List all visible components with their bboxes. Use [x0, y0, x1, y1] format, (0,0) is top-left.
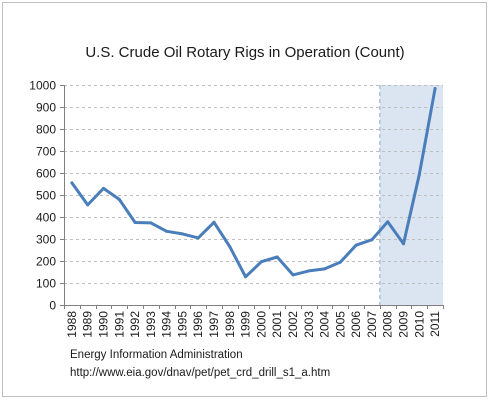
chart-title: U.S. Crude Oil Rotary Rigs in Operation … [85, 44, 404, 61]
x-tick-label-2011: 2011 [428, 311, 442, 337]
x-tick-label-2003: 2003 [302, 311, 316, 338]
x-tick-label-1993: 1993 [144, 311, 158, 338]
data-point-2003 [307, 269, 311, 273]
data-point-2004 [323, 267, 327, 271]
x-tick-label-1988: 1988 [65, 311, 79, 338]
x-tick-label-1999: 1999 [239, 311, 253, 338]
x-tick-label-2004: 2004 [318, 311, 332, 338]
y-tick-label-300: 300 [36, 233, 56, 247]
x-tick-label-1996: 1996 [191, 311, 205, 338]
data-point-2011 [433, 87, 437, 90]
data-point-2010 [417, 173, 421, 176]
x-tick-label-1998: 1998 [223, 311, 237, 338]
x-tick-label-1994: 1994 [160, 311, 174, 338]
x-tick-label-1995: 1995 [175, 311, 189, 338]
x-tick-label-2007: 2007 [365, 311, 379, 338]
y-tick-label-1000: 1000 [29, 79, 56, 93]
series-line [70, 87, 437, 279]
y-tick-label-100: 100 [36, 277, 56, 291]
y-tick-label-0: 0 [49, 299, 56, 313]
data-point-2000 [259, 260, 263, 264]
data-point-1988 [70, 181, 74, 185]
y-tick-label-900: 900 [36, 101, 56, 115]
data-point-1991 [117, 197, 121, 201]
data-point-1997 [212, 220, 216, 224]
y-tick-label-400: 400 [36, 211, 56, 225]
x-tick-label-1990: 1990 [96, 311, 110, 338]
data-point-2009 [402, 242, 405, 246]
data-point-1994 [165, 229, 169, 233]
data-point-1998 [228, 245, 232, 249]
y-tick-label-700: 700 [36, 145, 56, 159]
x-tick-label-1992: 1992 [128, 311, 142, 338]
x-tick-label-1997: 1997 [207, 311, 221, 338]
source-url: http://www.eia.gov/dnav/pet/pet_crd_dril… [70, 367, 331, 379]
x-tick-label-2009: 2009 [397, 311, 411, 338]
y-tick-label-200: 200 [36, 255, 56, 269]
x-tick-label-2002: 2002 [286, 311, 300, 338]
x-tick-label-2010: 2010 [412, 311, 426, 338]
x-tick-label-2008: 2008 [381, 311, 395, 338]
x-tick-label-1989: 1989 [81, 311, 95, 338]
data-point-1995 [180, 232, 184, 236]
x-tick-label-2005: 2005 [333, 311, 347, 338]
data-point-1990 [102, 186, 105, 190]
x-tick-label-2000: 2000 [254, 311, 268, 338]
data-point-2001 [275, 255, 279, 259]
data-point-2005 [338, 260, 342, 264]
source-name: Energy Information Administration [70, 349, 243, 361]
data-point-1992 [133, 221, 137, 224]
data-point-2008 [386, 220, 390, 224]
x-tick-label-2006: 2006 [349, 311, 363, 338]
data-point-1996 [196, 236, 200, 240]
y-tick-label-600: 600 [36, 167, 56, 181]
data-point-1989 [86, 203, 90, 207]
chart-frame [2, 2, 487, 397]
y-tick-label-800: 800 [36, 123, 56, 137]
data-point-2006 [354, 243, 358, 247]
x-tick-label-1991: 1991 [112, 311, 126, 338]
y-tick-label-500: 500 [36, 189, 56, 203]
data-point-2002 [291, 273, 295, 277]
x-tick-label-2001: 2001 [270, 311, 284, 338]
data-point-1993 [149, 221, 153, 225]
data-point-2007 [370, 238, 374, 242]
data-point-1999 [244, 275, 248, 279]
